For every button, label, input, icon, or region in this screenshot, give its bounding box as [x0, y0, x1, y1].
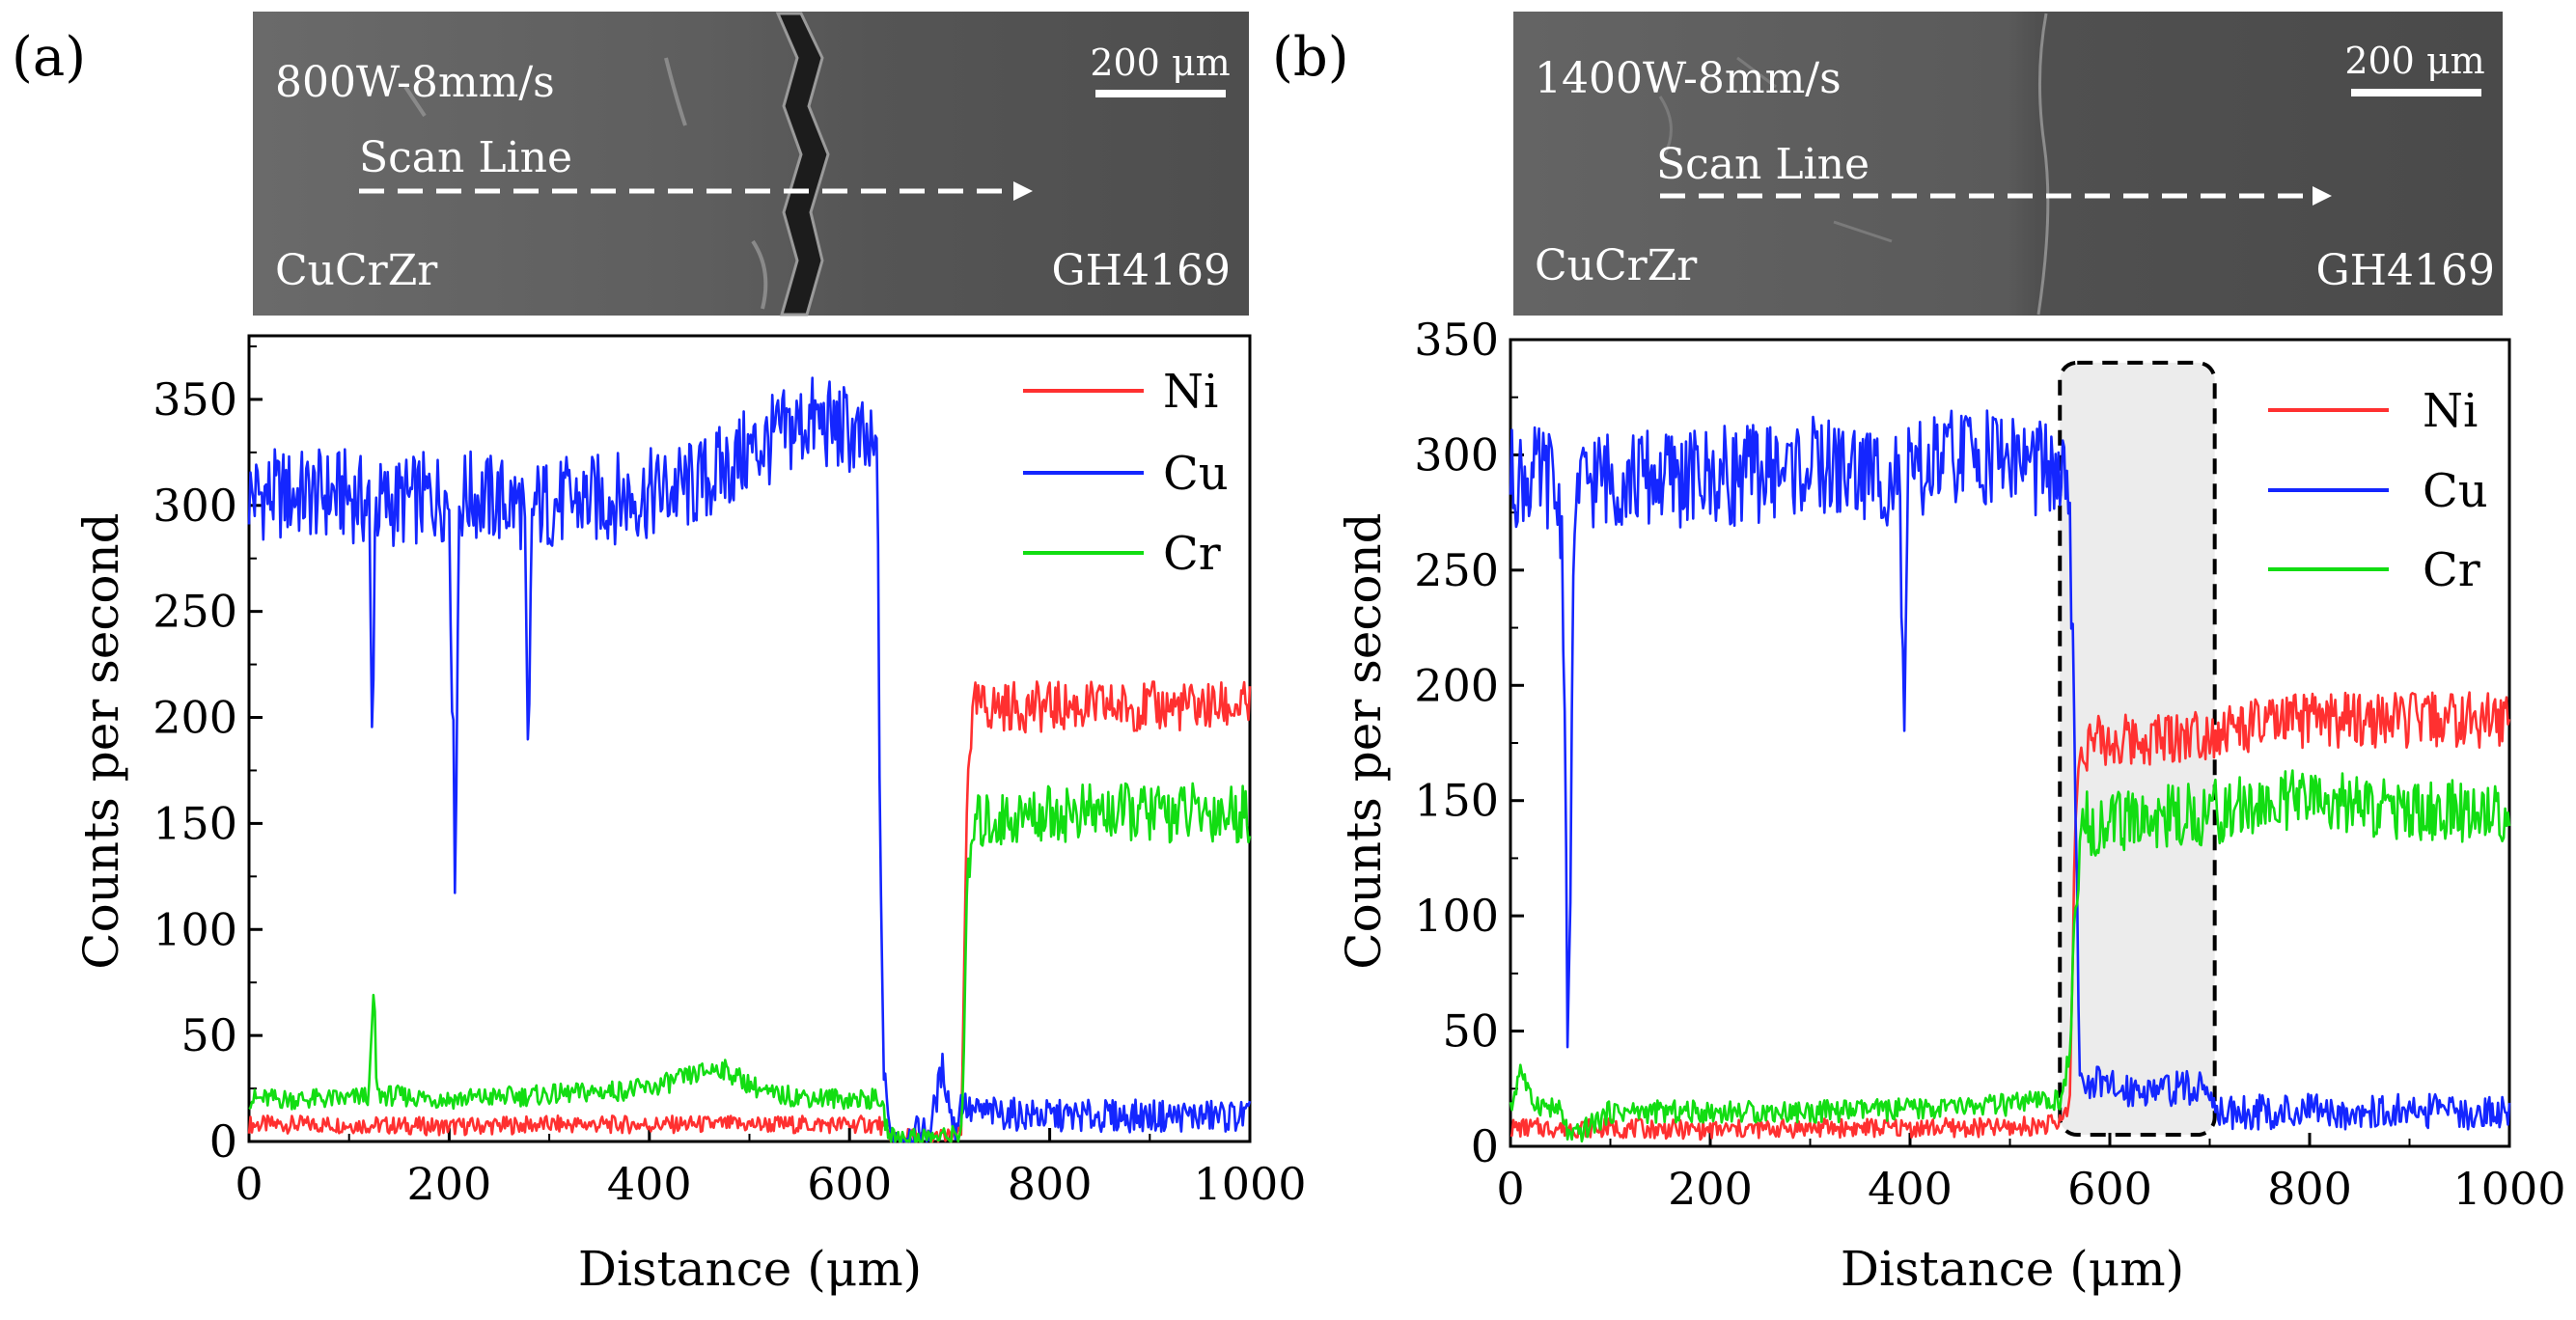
chart-a-ytick-label: 150: [152, 797, 237, 849]
sem-a-scan-arrowhead: [1013, 181, 1033, 201]
chart-a-xtick-label: 1000: [1193, 1158, 1306, 1210]
chart-b-series: [1509, 409, 2511, 1143]
sem-b-right-material: GH4169: [2316, 246, 2496, 295]
chart-a-xlabel: Distance (μm): [578, 1241, 922, 1297]
sem-b-scale-bar: [2351, 89, 2481, 96]
chart-b-xtick-label: 400: [1868, 1163, 1953, 1215]
sem-a-background: [253, 12, 1249, 316]
chart-b: 0 200 400 600 800 1000 0 50 100 150 200 250 300 350 N…: [1336, 314, 2566, 1297]
panel-b: (b) 1400W-8mm/s Scan Line CuCrZr GH4169 …: [1272, 12, 2566, 1297]
sem-a-scale-bar: [1095, 90, 1226, 97]
sem-b-texture: [1658, 56, 1893, 243]
chart-b-xtick-label: 800: [2267, 1163, 2352, 1215]
sem-image-a: 800W-8mm/s Scan Line CuCrZr GH4169 200 μ…: [253, 12, 1249, 316]
chart-a-xtick-label: 200: [406, 1158, 491, 1210]
sem-b-scan-arrowhead: [2313, 186, 2332, 206]
legend-b-ni-label: Ni: [2423, 384, 2478, 438]
sem-a-left-material: CuCrZr: [275, 246, 438, 295]
chart-a-legend: Ni Cu Cr: [1023, 365, 1229, 581]
sem-b-scale-label: 200 μm: [2344, 40, 2484, 82]
chart-b-xtick-label: 1000: [2452, 1163, 2565, 1215]
chart-a-ytick-label: 50: [180, 1009, 237, 1061]
chart-b-ytick-label: 250: [1414, 544, 1499, 596]
sem-b-scan-label: Scan Line: [1656, 140, 1870, 189]
chart-b-xtick-label: 600: [2067, 1163, 2152, 1215]
chart-b-series-cu: [1509, 409, 2511, 1131]
sem-a-crack: [775, 12, 830, 316]
chart-a-ytick-label: 300: [152, 480, 237, 532]
chart-b-ytick-label: 350: [1414, 314, 1499, 366]
chart-a: 0 200 400 600 800 1000 0 50 100 150 200 250 300 350 N…: [73, 334, 1307, 1297]
legend-a-ni-label: Ni: [1163, 365, 1218, 419]
sem-a-scan-label: Scan Line: [359, 133, 572, 182]
chart-a-ytick-label: 350: [152, 373, 237, 426]
chart-b-ytick-label: 0: [1471, 1120, 1499, 1172]
chart-a-axes: 0 200 400 600 800 1000 0 50 100 150 200 250 300 350: [152, 334, 1307, 1210]
sem-a-scale-label: 200 μm: [1090, 41, 1230, 84]
chart-b-ylabel: Counts per second: [1336, 512, 1392, 969]
legend-a-cu-label: Cu: [1163, 447, 1229, 501]
chart-b-ytick-label: 50: [1442, 1005, 1499, 1058]
legend-a-cr-label: Cr: [1163, 527, 1221, 581]
sem-a-condition: 800W-8mm/s: [275, 58, 555, 107]
chart-b-xlabel: Distance (μm): [1841, 1241, 2184, 1297]
panel-b-label: (b): [1272, 26, 1349, 89]
chart-b-ytick-label: 300: [1414, 428, 1499, 481]
sem-a-texture: [403, 57, 768, 310]
sem-a-right-material: GH4169: [1052, 246, 1232, 295]
chart-b-ytick-label: 100: [1414, 890, 1499, 942]
sem-b-background: [1513, 12, 2503, 316]
sem-b-condition: 1400W-8mm/s: [1535, 54, 1842, 103]
chart-b-ytick-label: 200: [1414, 659, 1499, 711]
chart-b-xtick-label: 0: [1496, 1163, 1524, 1215]
chart-b-series-cr: [1509, 769, 2511, 1143]
chart-a-series: [247, 376, 1252, 1143]
chart-a-series-cu: [247, 376, 1252, 1143]
chart-b-series-ni: [1510, 691, 2511, 1141]
chart-b-legend: Ni Cu Cr: [2268, 384, 2488, 597]
panel-a: (a) 800W-8mm/s Scan Line CuCrZr GH4169 2…: [12, 12, 1307, 1297]
chart-a-xtick-label: 400: [607, 1158, 692, 1210]
legend-b-cr-label: Cr: [2423, 543, 2480, 597]
chart-a-ytick-label: 200: [152, 692, 237, 744]
legend-b-cu-label: Cu: [2423, 464, 2488, 518]
chart-a-xtick-label: 0: [235, 1158, 263, 1210]
chart-a-ytick-label: 250: [152, 586, 237, 638]
chart-b-ytick-label: 150: [1414, 775, 1499, 827]
sem-image-b: 1400W-8mm/s Scan Line CuCrZr GH4169 200 …: [1513, 12, 2503, 316]
chart-b-xtick-label: 200: [1668, 1163, 1753, 1215]
sem-b-interface: [2036, 13, 2050, 316]
chart-a-xtick-label: 800: [1008, 1158, 1093, 1210]
panel-a-label: (a): [12, 26, 86, 89]
chart-a-xtick-label: 600: [807, 1158, 892, 1210]
chart-b-axes: 0 200 400 600 800 1000 0 50 100 150 200 250 300 350: [1414, 314, 2565, 1215]
chart-a-series-cr: [248, 782, 1252, 1143]
sem-b-left-material: CuCrZr: [1535, 241, 1698, 290]
chart-a-series-ni: [247, 680, 1252, 1143]
chart-a-frame: [247, 334, 1252, 1143]
chart-a-ytick-label: 0: [209, 1115, 237, 1168]
chart-a-ylabel: Counts per second: [73, 512, 129, 969]
chart-a-ytick-label: 100: [152, 903, 237, 955]
